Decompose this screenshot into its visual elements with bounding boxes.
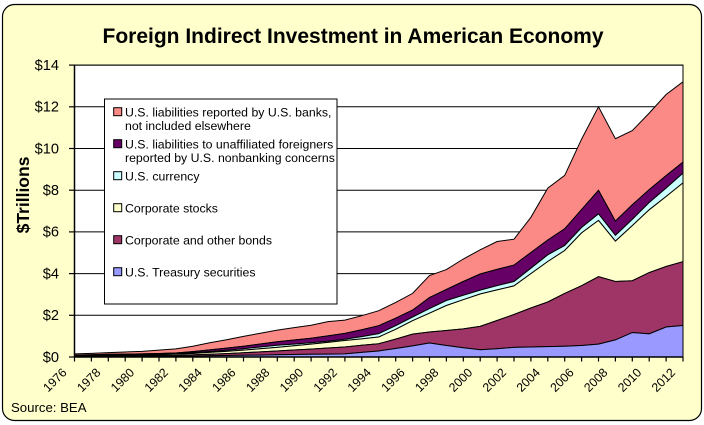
svg-text:$8: $8 [43, 183, 59, 199]
svg-text:$10: $10 [35, 141, 59, 157]
svg-text:U.S. Treasury securities: U.S. Treasury securities [125, 266, 256, 280]
svg-text:Corporate stocks: Corporate stocks [125, 202, 218, 216]
svg-text:$12: $12 [35, 100, 59, 116]
svg-text:Source: BEA: Source: BEA [11, 400, 87, 415]
svg-text:reported by U.S. nonbanking co: reported by U.S. nonbanking concerns [125, 151, 335, 165]
svg-text:$Trillions: $Trillions [13, 156, 33, 233]
svg-text:U.S. currency: U.S. currency [125, 170, 200, 184]
svg-text:$4: $4 [43, 266, 59, 282]
svg-text:$14: $14 [35, 58, 59, 74]
svg-text:Foreign Indirect Investment in: Foreign Indirect Investment in American … [103, 25, 604, 48]
svg-text:$0: $0 [43, 350, 59, 366]
svg-text:U.S. liabilities reported by U: U.S. liabilities reported by U.S. banks, [125, 106, 331, 120]
svg-text:$6: $6 [43, 225, 59, 241]
svg-text:U.S. liabilities to unaffiliat: U.S. liabilities to unaffiliated foreign… [125, 138, 333, 152]
svg-text:not included elsewhere: not included elsewhere [125, 119, 251, 133]
svg-text:$2: $2 [43, 308, 59, 324]
svg-text:Corporate and other bonds: Corporate and other bonds [125, 234, 272, 248]
